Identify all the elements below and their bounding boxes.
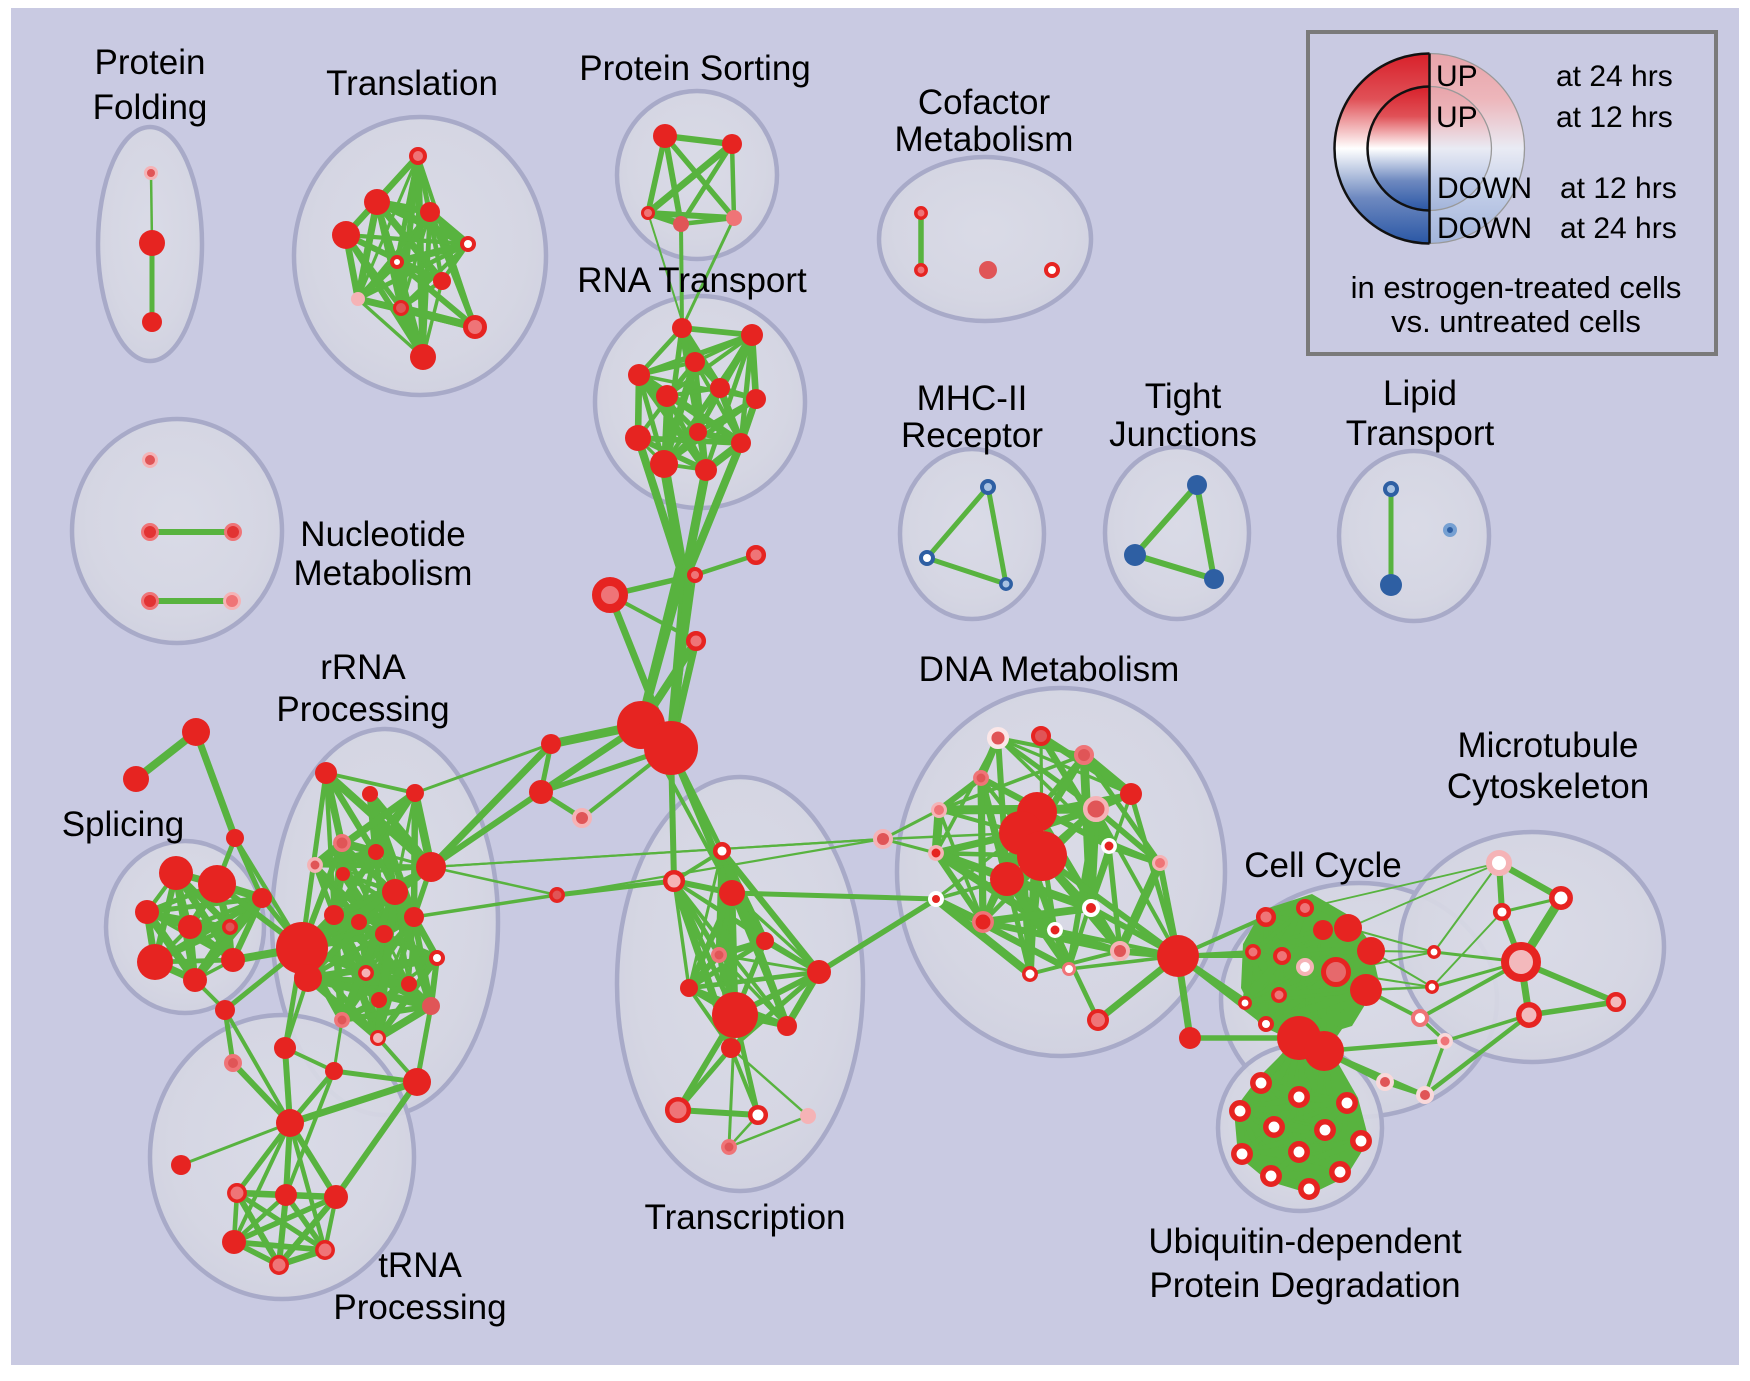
svg-text:at 12 hrs: at 12 hrs <box>1556 101 1673 134</box>
svg-text:Cytoskeleton: Cytoskeleton <box>1447 767 1649 806</box>
svg-text:Cell Cycle: Cell Cycle <box>1244 846 1402 885</box>
svg-text:UP: UP <box>1436 60 1478 93</box>
svg-text:DOWN: DOWN <box>1437 172 1532 205</box>
svg-text:UP: UP <box>1436 101 1478 134</box>
svg-text:Microtubule: Microtubule <box>1458 726 1639 765</box>
svg-text:at 24 hrs: at 24 hrs <box>1560 212 1677 245</box>
svg-text:at 12 hrs: at 12 hrs <box>1560 172 1677 205</box>
svg-text:rRNA: rRNA <box>320 648 406 687</box>
svg-text:at 24 hrs: at 24 hrs <box>1556 60 1673 93</box>
svg-text:Transcription: Transcription <box>645 1198 846 1237</box>
svg-text:Protein Degradation: Protein Degradation <box>1149 1266 1460 1305</box>
svg-text:Ubiquitin-dependent: Ubiquitin-dependent <box>1148 1222 1462 1261</box>
svg-text:Receptor: Receptor <box>901 416 1043 455</box>
svg-text:Folding: Folding <box>93 88 208 127</box>
svg-text:MHC-II: MHC-II <box>917 379 1028 418</box>
svg-text:Nucleotide: Nucleotide <box>300 515 465 554</box>
svg-text:Transport: Transport <box>1346 414 1495 453</box>
svg-text:Processing: Processing <box>276 690 449 729</box>
svg-text:Processing: Processing <box>333 1288 506 1327</box>
svg-text:DOWN: DOWN <box>1437 212 1532 245</box>
svg-text:tRNA: tRNA <box>378 1246 462 1285</box>
svg-text:in estrogen-treated cells: in estrogen-treated cells <box>1351 270 1682 305</box>
svg-text:Protein: Protein <box>95 43 206 82</box>
svg-text:Junctions: Junctions <box>1109 415 1257 454</box>
svg-text:Lipid: Lipid <box>1383 374 1457 413</box>
svg-text:Tight: Tight <box>1145 377 1222 416</box>
svg-text:RNA Transport: RNA Transport <box>577 261 807 300</box>
svg-text:Metabolism: Metabolism <box>895 120 1074 159</box>
svg-text:Cofactor: Cofactor <box>918 83 1051 122</box>
svg-text:vs. untreated cells: vs. untreated cells <box>1391 304 1641 339</box>
svg-text:Protein Sorting: Protein Sorting <box>579 49 811 88</box>
svg-text:Metabolism: Metabolism <box>294 554 473 593</box>
svg-text:Splicing: Splicing <box>62 805 185 844</box>
svg-text:DNA Metabolism: DNA Metabolism <box>919 650 1180 689</box>
svg-text:Translation: Translation <box>326 64 498 103</box>
